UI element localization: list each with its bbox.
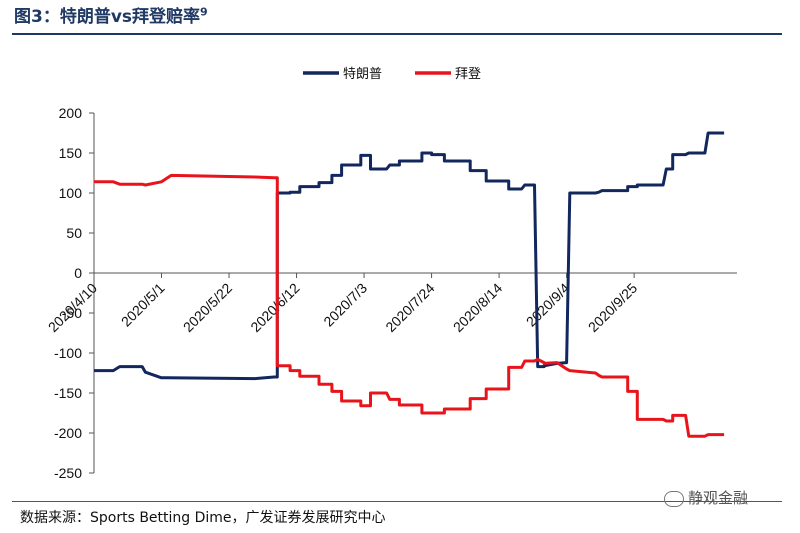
figure-title-text: 图3：特朗普vs拜登赔率: [14, 7, 201, 27]
plot-lines: [94, 131, 725, 438]
chart-legend: 特朗普 拜登: [303, 67, 481, 82]
footer-rule: [12, 501, 782, 502]
y-tick-label: 150: [59, 145, 83, 161]
wechat-icon: [664, 490, 684, 507]
y-axis: -250 -200 -150 -100 -50 0 50 100 150 200: [54, 105, 95, 481]
y-tick-label: 50: [66, 225, 82, 241]
x-tick-label: 2020/5/1: [118, 280, 168, 330]
source-note: 数据来源：Sports Betting Dime，广发证券发展研究中心: [20, 510, 386, 526]
figure-title: 图3：特朗普vs拜登赔率9: [14, 4, 208, 30]
x-tick-label: 2020/7/3: [320, 280, 370, 330]
x-tick-label: 2020/7/24: [382, 280, 438, 336]
series-line-biden: [94, 173, 725, 438]
x-axis: 2020/4/10 2020/5/1 2020/5/22 2020/6/12 2020/…: [45, 272, 737, 336]
y-tick-label: -150: [54, 385, 82, 401]
watermark: 静观金融: [664, 486, 748, 510]
x-tick-label: 2020/5/22: [180, 280, 236, 336]
x-tick-label: 2020/9/4: [523, 280, 573, 330]
y-tick-label: -50: [62, 305, 82, 321]
x-tick-label: 2020/4/10: [45, 280, 101, 336]
legend-label-trump: 特朗普: [343, 67, 382, 82]
y-tick-label: -100: [54, 345, 82, 361]
y-tick-label: 0: [74, 265, 82, 281]
series-line-trump: [94, 131, 725, 381]
x-tick-label: 2020/8/14: [450, 280, 506, 336]
figure-title-note: 9: [200, 5, 208, 19]
x-tick-label: 2020/6/12: [247, 280, 303, 336]
x-tick-label: 2020/9/25: [585, 280, 641, 336]
y-tick-label: 200: [59, 105, 83, 121]
y-tick-label: -200: [54, 425, 82, 441]
legend-label-biden: 拜登: [455, 67, 481, 82]
y-tick-label: 100: [59, 185, 83, 201]
watermark-text: 静观金融: [688, 489, 749, 507]
y-tick-label: -250: [54, 465, 82, 481]
title-rule: [12, 33, 782, 35]
